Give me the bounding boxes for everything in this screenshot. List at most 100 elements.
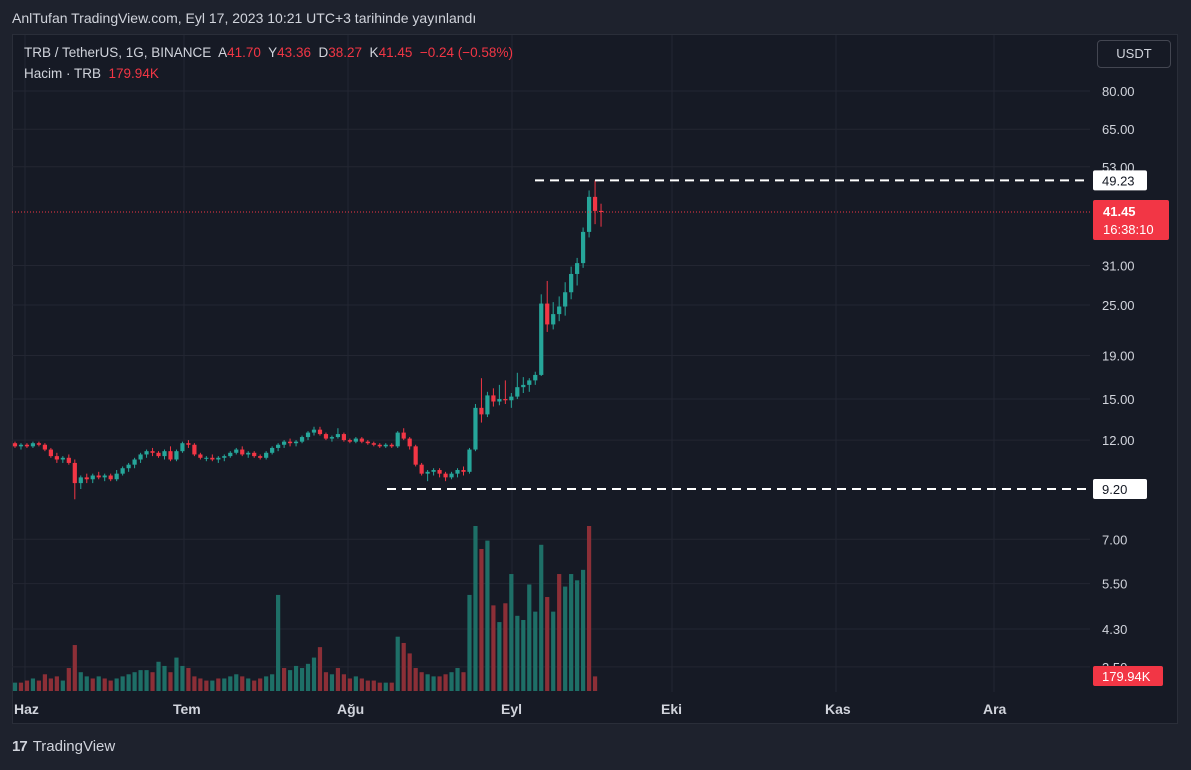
volume-bar [24,680,30,691]
candle-body [204,457,209,459]
candle-body [168,451,173,460]
candle-body [246,452,251,455]
candle-body [431,470,436,472]
candle-body [42,444,47,450]
candle-body [66,457,71,463]
volume-bar [240,676,245,691]
volume-bar [395,636,400,691]
candle-body [329,437,335,439]
candle-body [341,434,346,441]
symbol-legend: TRB / TetherUS, 1G, BINANCE A41.70 Y43.3… [24,45,513,60]
volume-bar [485,540,490,691]
volume-bar [299,668,305,691]
candle-body [479,407,484,415]
candle-body [467,449,472,472]
volume-bar [192,676,197,691]
time-tick-label: Haz [14,701,39,717]
volume-bar [120,676,125,691]
volume-bar [491,605,496,691]
candle-body [96,475,101,478]
volume-bar [132,672,137,691]
volume-bar [431,676,436,691]
candle-body [551,314,556,325]
volume-bar [461,672,466,691]
candle-body [264,452,269,458]
time-tick-label: Eki [661,701,682,717]
volume-bar [48,678,53,691]
volume-bar [586,526,592,691]
candle-body [282,441,287,445]
candle-body [581,231,586,264]
symbol-name[interactable]: TRB / TetherUS, 1G, BINANCE [24,45,212,60]
last-volume-label: 179.94K [1102,669,1151,684]
volume-bar [497,622,502,691]
volume-bar [443,674,448,691]
volume-bar [592,676,598,691]
candle-body [48,449,53,457]
close-label: K [369,45,379,60]
candle-body [234,449,239,453]
time-tick-label: Tem [173,701,201,717]
candle-body [174,451,179,460]
volume-bar [383,682,388,691]
chart-frame[interactable] [12,34,1178,724]
volume-bar [329,674,335,691]
volume-bar [563,586,568,691]
tradingview-logo[interactable]: 17 TradingView [12,738,115,755]
volume-bar [425,674,430,691]
volume-bar [365,680,370,691]
volume-bar [371,680,376,691]
volume-bar [270,674,275,691]
candle-body [90,475,95,480]
volume-bar [503,603,508,691]
candle-body [539,303,544,375]
volume-bar [246,678,251,691]
candle-body [198,454,203,458]
volume-bar [305,663,311,691]
volume-bar [30,678,36,691]
candle-body [592,196,598,211]
volume-bar [60,680,65,691]
candle-body [299,437,305,442]
volume-label[interactable]: Hacim · TRB [24,66,102,81]
candle-body [569,273,574,293]
candle-body [377,444,382,447]
volume-bar [42,674,47,691]
close-value: 41.45 [378,45,413,60]
volume-bar [258,678,263,691]
volume-bar [186,668,191,691]
volume-bar [138,670,143,691]
candle-body [461,470,466,472]
price-tick-label: 4.30 [1102,622,1127,637]
candle-body [216,457,221,460]
volume-bar [467,594,472,691]
candle-body [258,456,263,458]
volume-bar [437,676,442,691]
candle-body [515,387,520,397]
candle-body [78,477,83,484]
candle-body [598,210,604,212]
volume-bar [293,665,299,691]
price-tick-label: 25.00 [1102,298,1135,313]
volume-bar [90,678,95,691]
volume-bar [228,676,233,691]
volume-bar [216,678,221,691]
currency-button[interactable]: USDT [1097,40,1171,68]
open-value: 41.70 [227,45,261,60]
volume-bar [72,645,77,691]
low-value: 38.27 [328,45,363,60]
candle-body [156,452,161,457]
candle-body [36,443,42,445]
volume-bar [12,682,18,691]
candle-body [353,438,358,442]
volume-bar [353,676,358,691]
candle-body [347,440,352,442]
volume-bar [545,597,550,691]
candle-body [575,263,580,274]
volume-bar [210,680,215,691]
volume-value: 179.94K [108,66,159,81]
candle-body [287,441,293,444]
candle-body [162,451,167,457]
volume-bar [533,611,538,691]
